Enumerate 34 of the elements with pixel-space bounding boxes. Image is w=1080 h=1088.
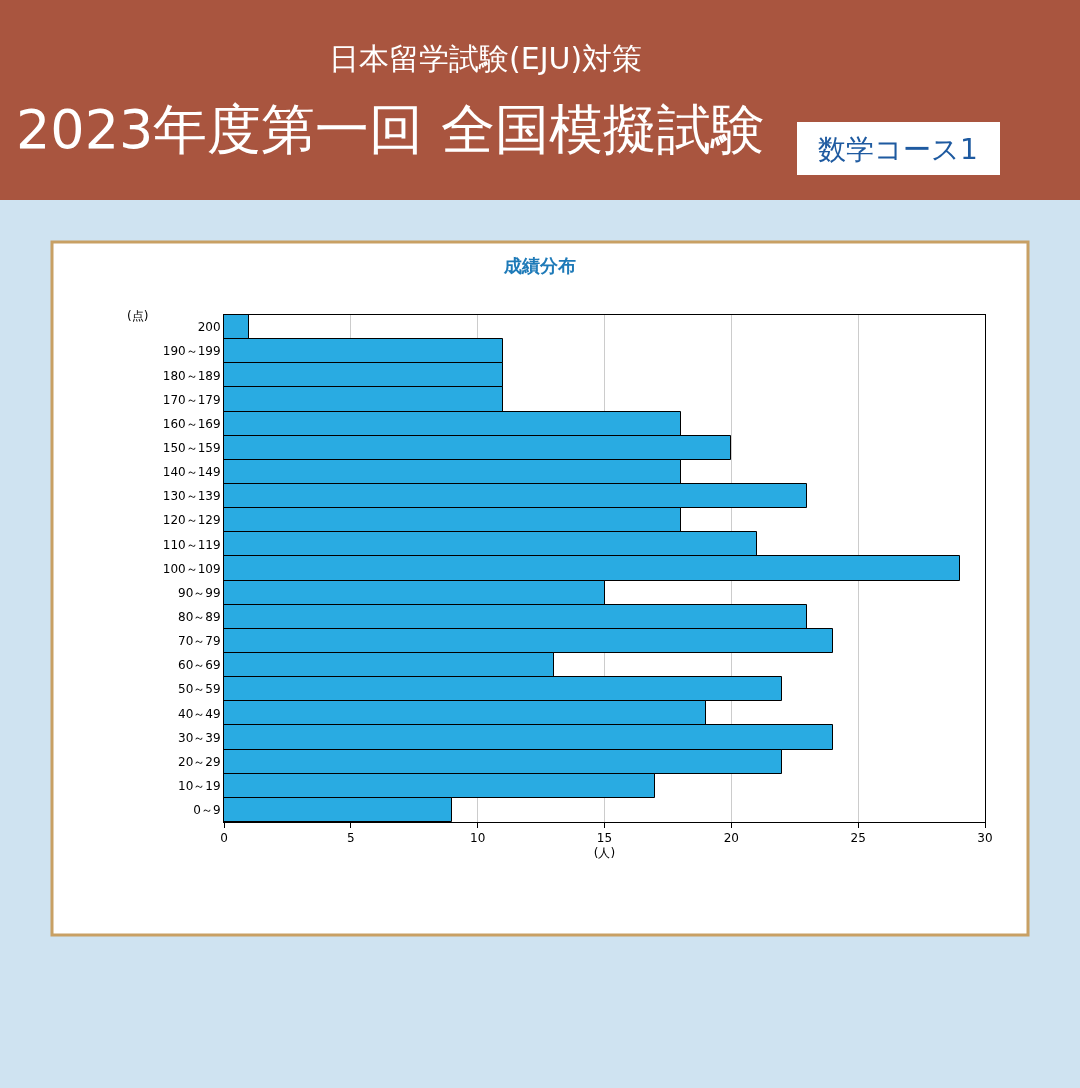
text: 2023年度第一回 全国模擬試験 [16,98,765,161]
y-tick-label: 120～129 [162,513,221,528]
x-tick-label: 30 [977,831,993,846]
y-tick-label: 70～79 [178,634,221,649]
y-tick-label: 0～9 [193,803,221,818]
y-tick-label: 150～159 [162,440,221,455]
y-tick-label: 190～199 [162,344,221,359]
y-tick-label: 110～119 [162,537,221,552]
x-tick-label: 15 [596,831,613,846]
y-tick-label: 160～169 [162,416,221,431]
y-tick-label: 40～49 [178,706,221,721]
x-tick-label: 25 [850,831,866,846]
x-tick-label: 0 [220,831,228,846]
y-tick-label: 170～179 [162,392,221,407]
y-tick-label: 180～189 [162,368,221,383]
y-tick-label: 200 [197,320,221,335]
y-tick-label: 140～149 [162,465,221,480]
y-tick-label: 20～29 [178,754,221,769]
text: 日本留学試験(EJU)対策 [329,41,643,76]
y-tick-label: 80～89 [178,609,221,624]
x-tick-label: 10 [470,831,486,846]
y-tick-label: 60～69 [178,658,221,673]
x-tick-label: 5 [347,831,355,846]
y-axis-title: (点) [127,309,149,323]
x-axis-title: (人) [593,846,616,861]
x-tick-label: 20 [723,831,739,846]
y-tick-label: 30～39 [178,730,221,745]
y-tick-label: 90～99 [178,585,221,600]
y-tick-label: 10～19 [178,778,221,793]
y-tick-label: 50～59 [178,682,221,697]
chart-title: 成績分布 [503,255,576,277]
text: 数学コース1 [818,133,978,166]
y-tick-label: 130～139 [162,489,221,504]
y-tick-label: 100～109 [162,561,221,576]
